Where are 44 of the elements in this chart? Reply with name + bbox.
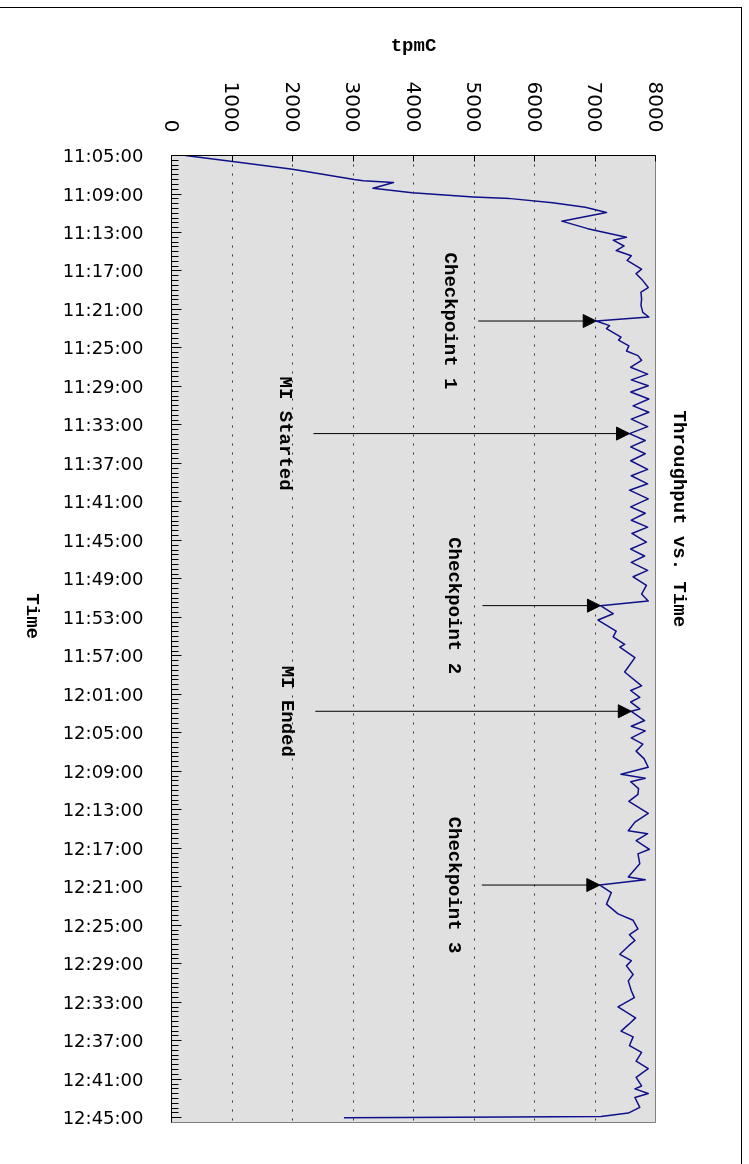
y-tick-label: 11:33:00 — [62, 414, 144, 436]
y-tick-label: 11:29:00 — [62, 375, 144, 397]
y-tick-label: 12:41:00 — [62, 1068, 144, 1090]
x-tick-label: 4000 — [401, 81, 426, 133]
y-tick-label: 11:17:00 — [62, 260, 144, 282]
x-tick-label: 2000 — [280, 81, 305, 133]
y-tick-label: 11:45:00 — [62, 529, 144, 551]
text: Throughput vs. Time — [667, 410, 690, 628]
y-tick-label: 11:37:00 — [62, 452, 144, 474]
y-tick-label: 11:05:00 — [62, 145, 144, 166]
annotation: MI Started — [274, 376, 297, 491]
y-tick-label: 11:21:00 — [62, 298, 144, 320]
y-tick-label: 12:45:00 — [62, 1107, 144, 1129]
y-tick-label: 12:25:00 — [62, 914, 144, 936]
x-tick-label: 0 — [159, 119, 184, 133]
y-tick-label: 12:13:00 — [62, 799, 144, 821]
y-tick-label: 11:25:00 — [62, 337, 144, 359]
annotation: Checkpoint 3 — [442, 816, 465, 954]
line-series — [184, 155, 651, 1119]
x-tick-label: 7000 — [583, 81, 607, 133]
y-tick-label: 12:21:00 — [62, 876, 144, 898]
x-tick-label: 6000 — [522, 81, 547, 133]
annotation: MI Ended — [276, 665, 299, 757]
x-axis-title: tpmC — [390, 34, 437, 57]
y-tick-label: 11:49:00 — [62, 568, 144, 590]
x-tick-label: 3000 — [341, 81, 365, 133]
y-tick-label: 12:09:00 — [62, 760, 144, 782]
y-tick-label: 11:09:00 — [62, 183, 144, 205]
y-tick-label: 12:37:00 — [62, 1030, 144, 1052]
y-tick-label: 11:57:00 — [62, 645, 144, 667]
y-tick-label: 11:41:00 — [62, 491, 144, 513]
y-tick-label: 12:17:00 — [62, 837, 144, 859]
y-tick-label: 12:01:00 — [62, 683, 144, 705]
y-tick-label: 12:05:00 — [62, 722, 144, 744]
y-axis-title: Time — [20, 593, 43, 639]
annotation: Checkpoint 1 — [439, 252, 462, 390]
y-tick-label: 12:33:00 — [62, 991, 144, 1013]
y-tick-label: 11:53:00 — [62, 606, 144, 628]
x-tick-label: 8000 — [643, 81, 668, 133]
x-tick-label: 1000 — [220, 81, 244, 133]
y-tick-label: 12:29:00 — [62, 953, 144, 975]
y-tick-label: 11:13:00 — [62, 222, 144, 244]
annotation: Checkpoint 2 — [443, 537, 466, 675]
x-tick-label: 5000 — [462, 81, 486, 133]
